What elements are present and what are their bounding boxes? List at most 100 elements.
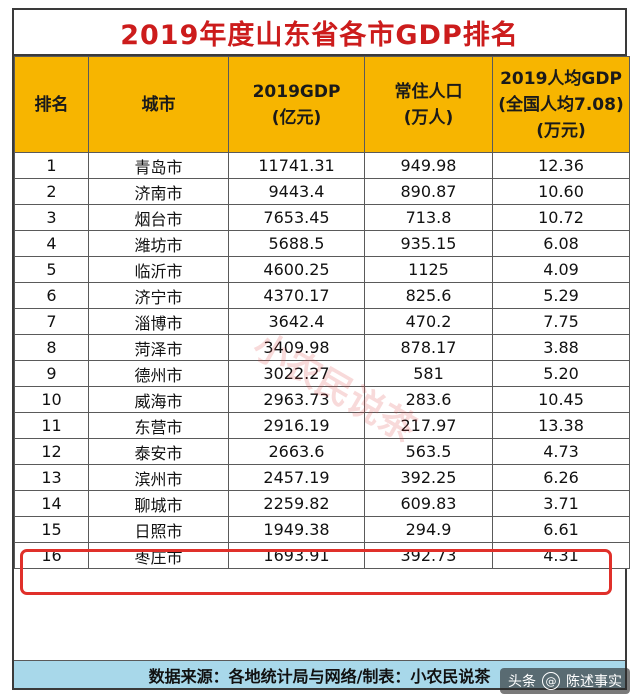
cell-pop: 294.9 [364, 516, 493, 543]
at-icon: @ [542, 672, 560, 690]
cell-percap: 5.20 [492, 360, 630, 387]
cell-rank: 4 [14, 230, 89, 257]
cell-gdp: 2963.73 [228, 386, 365, 413]
header-gdp: 2019GDP (亿元) [228, 56, 365, 153]
cell-city: 青岛市 [88, 152, 229, 179]
gdp-table: 排名 城市 2019GDP (亿元) 常住人口 (万人) 2019人均GDP (… [14, 56, 630, 569]
badge-prefix: 头条 [508, 674, 536, 690]
header-gdp-line2: (亿元) [271, 107, 322, 128]
cell-city: 滨州市 [88, 464, 229, 491]
table-row: 12 泰安市 2663.6 563.5 4.73 [14, 438, 630, 465]
cell-rank: 13 [14, 464, 89, 491]
cell-city: 枣庄市 [88, 542, 229, 569]
cell-city: 济南市 [88, 178, 229, 205]
cell-percap: 4.73 [492, 438, 630, 465]
cell-city: 威海市 [88, 386, 229, 413]
cell-city: 淄博市 [88, 308, 229, 335]
cell-percap: 6.61 [492, 516, 630, 543]
cell-percap: 4.31 [492, 542, 630, 569]
cell-rank: 7 [14, 308, 89, 335]
cell-gdp: 3642.4 [228, 308, 365, 335]
table-row: 10 威海市 2963.73 283.6 10.45 [14, 386, 630, 413]
cell-pop: 581 [364, 360, 493, 387]
table-row: 6 济宁市 4370.17 825.6 5.29 [14, 282, 630, 309]
table-row: 14 聊城市 2259.82 609.83 3.71 [14, 490, 630, 517]
cell-pop: 890.87 [364, 178, 493, 205]
cell-gdp: 7653.45 [228, 204, 365, 231]
header-city: 城市 [88, 56, 229, 153]
cell-pop: 878.17 [364, 334, 493, 361]
cell-rank: 5 [14, 256, 89, 283]
header-rank: 排名 [14, 56, 89, 153]
cell-city: 菏泽市 [88, 334, 229, 361]
cell-percap: 10.72 [492, 204, 630, 231]
cell-city: 临沂市 [88, 256, 229, 283]
cell-gdp: 2916.19 [228, 412, 365, 439]
table-row: 5 临沂市 4600.25 1125 4.09 [14, 256, 630, 283]
table-row: 4 潍坊市 5688.5 935.15 6.08 [14, 230, 630, 257]
cell-gdp: 9443.4 [228, 178, 365, 205]
cell-gdp: 4370.17 [228, 282, 365, 309]
cell-gdp: 3022.27 [228, 360, 365, 387]
header-gdp-line1: 2019GDP [252, 81, 341, 102]
table-row: 8 菏泽市 3409.98 878.17 3.88 [14, 334, 630, 361]
table-row: 7 淄博市 3642.4 470.2 7.75 [14, 308, 630, 335]
cell-pop: 1125 [364, 256, 493, 283]
cell-rank: 9 [14, 360, 89, 387]
table-body: 1 青岛市 11741.31 949.98 12.36 2 济南市 9443.4 890.87 1… [14, 152, 630, 569]
cell-gdp: 4600.25 [228, 256, 365, 283]
cell-pop: 392.25 [364, 464, 493, 491]
cell-pop: 825.6 [364, 282, 493, 309]
header-population: 常住人口 (万人) [364, 56, 493, 153]
table-row: 3 烟台市 7653.45 713.8 10.72 [14, 204, 630, 231]
cell-rank: 15 [14, 516, 89, 543]
gdp-ranking-table-frame: 2019年度山东省各市GDP排名 排名 城市 2019GDP (亿元) 常住人口… [12, 8, 630, 690]
header-percap-line1: 2019人均GDP [500, 68, 622, 89]
table-row: 11 东营市 2916.19 217.97 13.38 [14, 412, 630, 439]
cell-gdp: 2663.6 [228, 438, 365, 465]
header-pop-line1: 常住人口 [394, 81, 463, 102]
cell-percap: 6.08 [492, 230, 630, 257]
cell-rank: 16 [14, 542, 89, 569]
cell-percap: 13.38 [492, 412, 630, 439]
header-pop-line2: (万人) [403, 107, 454, 128]
table-row: 9 德州市 3022.27 581 5.20 [14, 360, 630, 387]
header-percap-line2: (全国人均7.08) [498, 94, 624, 115]
cell-pop: 713.8 [364, 204, 493, 231]
cell-city: 济宁市 [88, 282, 229, 309]
cell-pop: 949.98 [364, 152, 493, 179]
cell-rank: 8 [14, 334, 89, 361]
table-row: 2 济南市 9443.4 890.87 10.60 [14, 178, 630, 205]
table-row: 1 青岛市 11741.31 949.98 12.36 [14, 152, 630, 179]
cell-gdp: 5688.5 [228, 230, 365, 257]
cell-gdp: 2457.19 [228, 464, 365, 491]
source-badge[interactable]: 头条 @ 陈述事实 [500, 668, 630, 694]
table-row: 15 日照市 1949.38 294.9 6.61 [14, 516, 630, 543]
cell-city: 日照市 [88, 516, 229, 543]
cell-pop: 217.97 [364, 412, 493, 439]
cell-rank: 3 [14, 204, 89, 231]
cell-percap: 10.60 [492, 178, 630, 205]
cell-pop: 935.15 [364, 230, 493, 257]
cell-city: 德州市 [88, 360, 229, 387]
cell-percap: 7.75 [492, 308, 630, 335]
table-title: 2019年度山东省各市GDP排名 [14, 10, 625, 56]
cell-gdp: 2259.82 [228, 490, 365, 517]
cell-gdp: 1949.38 [228, 516, 365, 543]
cell-gdp: 1693.91 [228, 542, 365, 569]
cell-percap: 10.45 [492, 386, 630, 413]
cell-rank: 14 [14, 490, 89, 517]
cell-pop: 470.2 [364, 308, 493, 335]
table-row: 13 滨州市 2457.19 392.25 6.26 [14, 464, 630, 491]
cell-percap: 12.36 [492, 152, 630, 179]
cell-pop: 392.73 [364, 542, 493, 569]
cell-city: 烟台市 [88, 204, 229, 231]
cell-gdp: 11741.31 [228, 152, 365, 179]
cell-city: 东营市 [88, 412, 229, 439]
cell-rank: 10 [14, 386, 89, 413]
cell-percap: 4.09 [492, 256, 630, 283]
cell-rank: 11 [14, 412, 89, 439]
cell-pop: 563.5 [364, 438, 493, 465]
header-per-capita: 2019人均GDP (全国人均7.08) (万元) [492, 56, 630, 153]
cell-rank: 6 [14, 282, 89, 309]
